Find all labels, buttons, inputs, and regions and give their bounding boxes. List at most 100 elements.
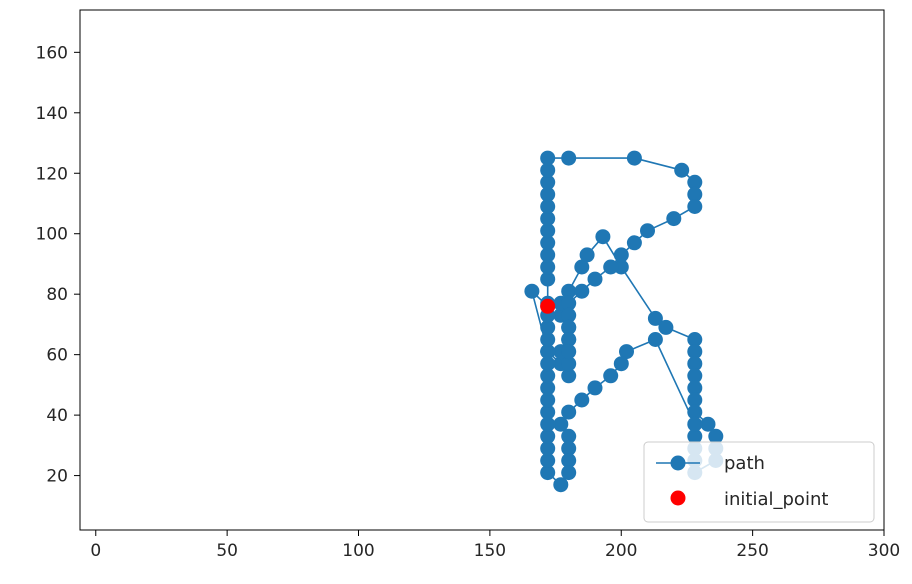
series-path-point [613, 247, 629, 263]
series-path-point [540, 428, 556, 444]
series-path-point [561, 150, 577, 166]
series-path-point [540, 259, 556, 275]
series-path-point [687, 392, 703, 408]
y-tick-label: 160 [36, 43, 68, 63]
series-path-point [687, 344, 703, 360]
x-tick-label: 200 [605, 541, 637, 561]
series-path-point [595, 229, 611, 245]
series-path-point [574, 259, 590, 275]
series-path-point [574, 392, 590, 408]
series-path-point [561, 453, 577, 468]
legend-path-label: path [724, 453, 765, 474]
series-path-point [561, 428, 577, 444]
series-path-point [540, 453, 556, 468]
series-path-point [561, 307, 577, 323]
series-path-point [540, 319, 556, 335]
series-path-point [553, 477, 569, 493]
series-path-point [619, 344, 634, 360]
series-path-point [647, 332, 663, 347]
series-path-point [561, 356, 577, 372]
x-tick-label: 300 [868, 541, 900, 561]
series-path-point [687, 428, 703, 444]
series-path-point [540, 247, 556, 263]
legend-box [643, 441, 875, 523]
series-path-point [540, 368, 556, 384]
series-path-point [687, 380, 703, 396]
series-path-point [561, 368, 577, 384]
y-tick-label: 140 [36, 104, 68, 124]
series-path-point [603, 259, 619, 275]
series-path-point [687, 356, 703, 372]
series-path-point [540, 404, 556, 420]
series-path-point [700, 416, 716, 432]
y-tick-label: 100 [36, 225, 68, 245]
series-path-point [540, 332, 556, 347]
series-path-point [561, 440, 577, 456]
y-tick-label: 60 [46, 346, 68, 366]
series-path-point [540, 211, 556, 227]
series-path-point [540, 235, 556, 251]
series-path-point [540, 271, 556, 287]
plot-layer [524, 150, 724, 493]
series-path-point [674, 162, 690, 178]
series-path-point [540, 416, 556, 432]
y-tick-label: 20 [46, 467, 68, 487]
series-path-point [708, 428, 724, 444]
series-path-point [540, 465, 556, 481]
plot-frame [79, 9, 885, 531]
series-path-point [687, 186, 703, 202]
series-path-point [687, 332, 703, 347]
series-path-point [561, 332, 577, 347]
series-path-point [540, 186, 556, 202]
series-path-point [687, 174, 703, 190]
series-path-point [658, 319, 674, 335]
series-path-point [540, 344, 556, 360]
series-path-point [613, 356, 629, 372]
legend-initial-point-label: initial_point [724, 489, 828, 510]
series-path-point [626, 235, 642, 251]
series-path-point [540, 174, 556, 190]
series-path-point [687, 416, 703, 432]
series-path-point [540, 150, 556, 166]
series-path-point [640, 223, 655, 239]
series-path-point [540, 199, 556, 214]
series-path-point [540, 392, 556, 408]
series-path-point [574, 283, 590, 299]
y-tick-label: 40 [46, 406, 68, 426]
series-path-point [561, 465, 577, 481]
series-path-point [540, 162, 556, 178]
series-path-point [626, 150, 642, 166]
series-path-point [579, 247, 595, 263]
x-tick-label: 250 [736, 541, 768, 561]
series-path-point [687, 404, 703, 420]
series-path-point [553, 416, 569, 432]
y-tick-label: 80 [46, 285, 68, 305]
y-tick-label: 120 [36, 164, 68, 184]
series-path-point [561, 319, 577, 335]
series-path-point [687, 368, 703, 384]
series-path-point [561, 295, 577, 311]
series-path-point [647, 310, 663, 326]
series-path-point [561, 404, 577, 420]
series-path-point [666, 211, 682, 227]
series-path-point [561, 344, 577, 360]
initial-point-marker [540, 298, 556, 314]
x-tick-label: 100 [342, 541, 374, 561]
series-path-point [603, 368, 619, 384]
series-path-point [587, 380, 603, 396]
legend-initial-point-marker [670, 490, 686, 506]
x-tick-label: 0 [90, 541, 101, 561]
series-path-point [540, 223, 556, 239]
series-path-point [524, 283, 540, 299]
series-path-point [587, 271, 603, 287]
axis-layer: 0 50 100 150 200 250 300 20 40 60 80 100 120 140 160 [36, 43, 901, 561]
series-path-point [613, 259, 629, 275]
series-path-point [561, 283, 577, 299]
legend-path-marker [670, 455, 686, 471]
series-path-point [540, 356, 556, 372]
series-path-point [540, 380, 556, 396]
legend: path initial_point [643, 441, 875, 523]
x-tick-label: 150 [474, 541, 506, 561]
x-tick-label: 50 [216, 541, 238, 561]
